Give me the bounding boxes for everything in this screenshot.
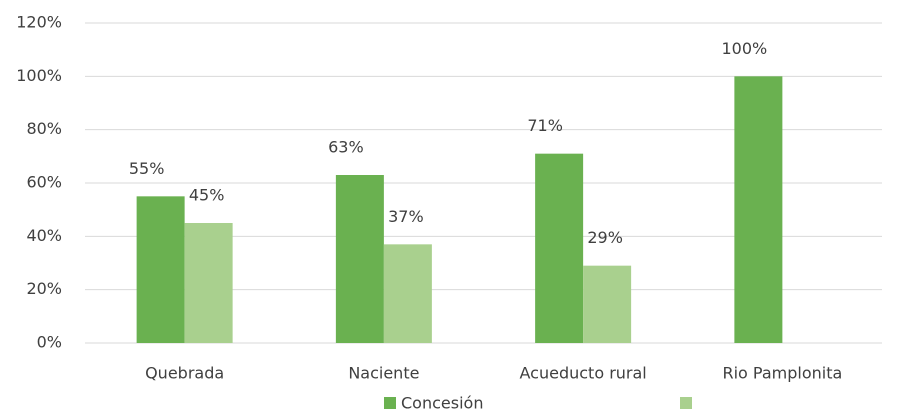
y-tick-label: 100% (16, 66, 62, 85)
data-label: 63% (328, 138, 364, 157)
bar (184, 223, 233, 343)
x-tick-label: Rio Pamplonita (722, 364, 842, 383)
y-tick-label: 0% (37, 333, 62, 352)
data-label: 37% (388, 207, 424, 226)
data-label: 100% (722, 39, 768, 58)
y-tick-label: 20% (26, 279, 62, 298)
bar (136, 196, 185, 343)
y-tick-label: 60% (26, 173, 62, 192)
data-label: 29% (587, 228, 623, 247)
bar (383, 244, 432, 343)
bar (583, 265, 632, 343)
data-label: 45% (189, 186, 225, 205)
x-tick-label: Quebrada (145, 364, 224, 383)
legend-swatch (680, 397, 692, 409)
bar (535, 153, 584, 343)
y-tick-label: 40% (26, 226, 62, 245)
y-tick-label: 120% (16, 13, 62, 32)
y-tick-label: 80% (26, 119, 62, 138)
data-label: 55% (129, 159, 165, 178)
bar (734, 76, 783, 343)
legend-label: Concesión (401, 394, 483, 409)
legend-swatch (384, 397, 396, 409)
bar (335, 175, 384, 343)
data-label: 71% (527, 116, 563, 135)
x-tick-label: Naciente (348, 364, 419, 383)
x-tick-label: Acueducto rural (520, 364, 647, 383)
